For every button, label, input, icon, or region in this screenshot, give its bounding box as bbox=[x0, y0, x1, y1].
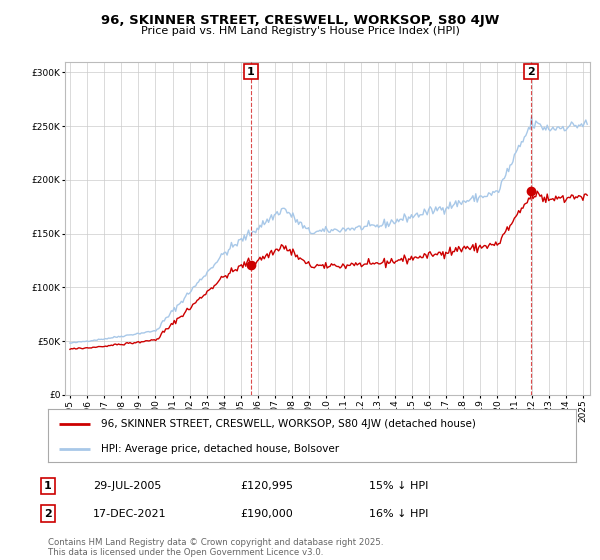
Text: £120,995: £120,995 bbox=[240, 481, 293, 491]
Text: Contains HM Land Registry data © Crown copyright and database right 2025.
This d: Contains HM Land Registry data © Crown c… bbox=[48, 538, 383, 557]
Text: 16% ↓ HPI: 16% ↓ HPI bbox=[369, 508, 428, 519]
Text: 29-JUL-2005: 29-JUL-2005 bbox=[93, 481, 161, 491]
Text: 2: 2 bbox=[44, 508, 52, 519]
Text: 1: 1 bbox=[247, 67, 255, 77]
Text: 15% ↓ HPI: 15% ↓ HPI bbox=[369, 481, 428, 491]
Text: 2: 2 bbox=[527, 67, 535, 77]
Text: 1: 1 bbox=[44, 481, 52, 491]
Text: 17-DEC-2021: 17-DEC-2021 bbox=[93, 508, 167, 519]
Text: HPI: Average price, detached house, Bolsover: HPI: Average price, detached house, Bols… bbox=[101, 444, 339, 454]
Text: 96, SKINNER STREET, CRESWELL, WORKSOP, S80 4JW: 96, SKINNER STREET, CRESWELL, WORKSOP, S… bbox=[101, 14, 499, 27]
Text: Price paid vs. HM Land Registry's House Price Index (HPI): Price paid vs. HM Land Registry's House … bbox=[140, 26, 460, 36]
Text: 96, SKINNER STREET, CRESWELL, WORKSOP, S80 4JW (detached house): 96, SKINNER STREET, CRESWELL, WORKSOP, S… bbox=[101, 419, 476, 429]
Text: £190,000: £190,000 bbox=[240, 508, 293, 519]
